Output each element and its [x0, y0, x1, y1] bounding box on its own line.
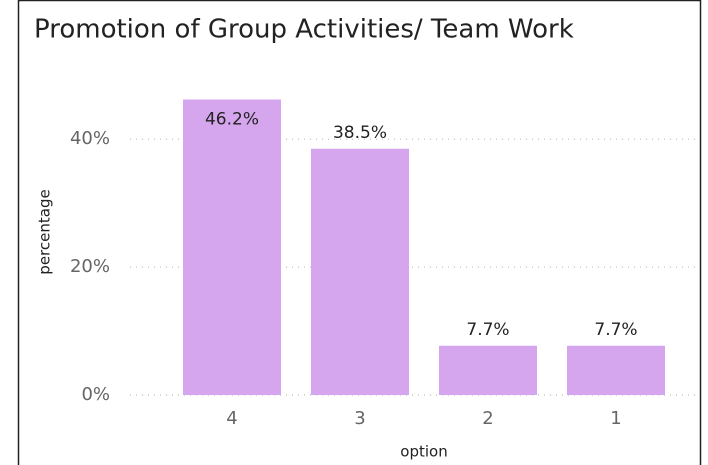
data-label: 7.7%	[594, 320, 637, 340]
x-tick-label: 3	[354, 408, 365, 429]
bar	[183, 99, 281, 395]
y-tick-label: 40%	[70, 128, 110, 149]
data-label: 7.7%	[466, 320, 509, 340]
y-tick-label: 20%	[70, 256, 110, 277]
x-tick-label: 1	[610, 408, 621, 429]
bar	[567, 345, 665, 395]
frame	[17, 0, 702, 465]
y-tick-label: 0%	[81, 384, 110, 405]
x-axis-label: option	[400, 443, 447, 461]
bar	[439, 345, 537, 395]
x-tick-label: 2	[482, 408, 493, 429]
data-label: 46.2%	[205, 110, 259, 130]
x-tick-label: 4	[226, 408, 237, 429]
bar	[311, 148, 409, 395]
data-label: 38.5%	[333, 123, 387, 143]
chart-title: Promotion of Group Activities/ Team Work	[34, 15, 574, 45]
y-axis-label: percentage	[36, 189, 54, 274]
